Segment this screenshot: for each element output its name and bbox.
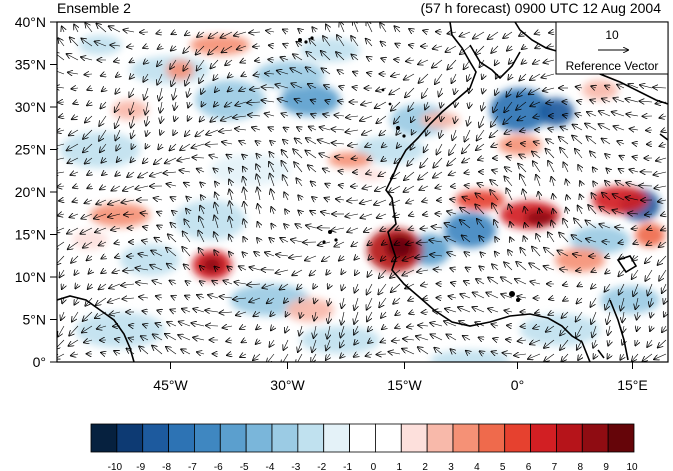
- colorbar-tick-label: -8: [162, 462, 171, 471]
- lat-tick-label: 10°N: [15, 269, 46, 285]
- lon-tick-label: 30°W: [270, 377, 305, 393]
- colorbar-tick-label: 9: [603, 462, 609, 471]
- lat-tick-label: 20°N: [15, 184, 46, 200]
- colorbar-swatch: [142, 423, 169, 453]
- colorbar-tick-label: -5: [240, 462, 249, 471]
- colorbar-tick-label: -10: [108, 462, 123, 471]
- colorbar-swatch: [452, 423, 480, 453]
- colorbar-tick-label: 4: [474, 462, 480, 471]
- colorbar-swatch: [219, 423, 247, 453]
- forecast-time-label: (57 h forecast) 0900 UTC 12 Aug 2004: [420, 0, 661, 16]
- lat-tick-label: 25°N: [15, 142, 46, 158]
- latitude-axis: 40°N 35°N 30°N 25°N 20°N 15°N 10°N 5°N 0…: [15, 14, 57, 370]
- colorbar-labels: -10 -9 -8 -7 -6 -5 -4 -3 -2 -1 0 1 2 3 4 5 6 7 8 9 10: [108, 462, 638, 471]
- colorbar-tick-label: -7: [188, 462, 197, 471]
- colorbar-tick-label: -2: [317, 462, 326, 471]
- colorbar-swatch: [478, 423, 506, 453]
- ensemble-label: Ensemble 2: [57, 0, 131, 16]
- colorbar-swatch: [90, 423, 118, 453]
- lon-tick-label: 0°: [511, 377, 524, 393]
- wind-vector-field: [57, 22, 666, 362]
- lat-tick-label: 15°N: [15, 227, 46, 243]
- colorbar-swatch: [323, 423, 350, 453]
- colorbar-tick-label: 1: [397, 462, 403, 471]
- colorbar-tick-label: 0: [371, 462, 377, 471]
- colorbar-tick-label: 8: [578, 462, 584, 471]
- colorbar-tick-label: -9: [136, 462, 145, 471]
- colorbar-boxes: [90, 423, 635, 453]
- colorbar-swatch: [245, 423, 273, 453]
- colorbar-swatch: [116, 423, 144, 453]
- lat-tick-label: 30°N: [15, 99, 46, 115]
- colorbar-tick-label: -1: [343, 462, 352, 471]
- colorbar-tick-label: 5: [500, 462, 506, 471]
- colorbar-tick-label: 7: [552, 462, 558, 471]
- colorbar-tick-label: 2: [422, 462, 428, 471]
- lon-tick-label: 15°W: [387, 377, 422, 393]
- colorbar-tick-label: -6: [214, 462, 223, 471]
- reference-vector-magnitude: 10: [605, 28, 619, 42]
- colorbar-swatch: [504, 423, 531, 453]
- longitude-axis: 45°W 30°W 15°W 0° 15°E: [153, 362, 648, 393]
- colorbar-tick-label: 10: [626, 462, 638, 471]
- colorbar-swatch: [271, 423, 299, 453]
- lat-tick-label: 40°N: [15, 14, 46, 30]
- colorbar-swatch: [168, 423, 195, 453]
- lat-tick-label: 0°: [33, 354, 46, 370]
- lon-tick-label: 45°W: [153, 377, 188, 393]
- colorbar-tick-label: 3: [448, 462, 454, 471]
- colorbar-swatch: [375, 423, 402, 453]
- reference-vector-box: 10 Reference Vector: [555, 21, 669, 75]
- colorbar-tick-label: -4: [266, 462, 275, 471]
- colorbar-swatch: [581, 423, 609, 453]
- colorbar-swatch: [530, 423, 557, 453]
- colorbar-swatch: [607, 423, 635, 453]
- reference-vector-label: Reference Vector: [566, 59, 659, 73]
- colorbar-swatch: [349, 423, 376, 453]
- colorbar-swatch: [556, 423, 583, 453]
- colorbar-swatch: [426, 423, 454, 453]
- colorbar-tick-label: 6: [526, 462, 532, 471]
- lat-tick-label: 5°N: [23, 312, 47, 328]
- colorbar-tick-label: -3: [291, 462, 300, 471]
- lon-tick-label: 15°E: [617, 377, 648, 393]
- colorbar-swatch: [400, 423, 428, 453]
- lat-tick-label: 35°N: [15, 57, 46, 73]
- colorbar-swatch: [297, 423, 325, 453]
- colorbar-swatch: [194, 423, 221, 453]
